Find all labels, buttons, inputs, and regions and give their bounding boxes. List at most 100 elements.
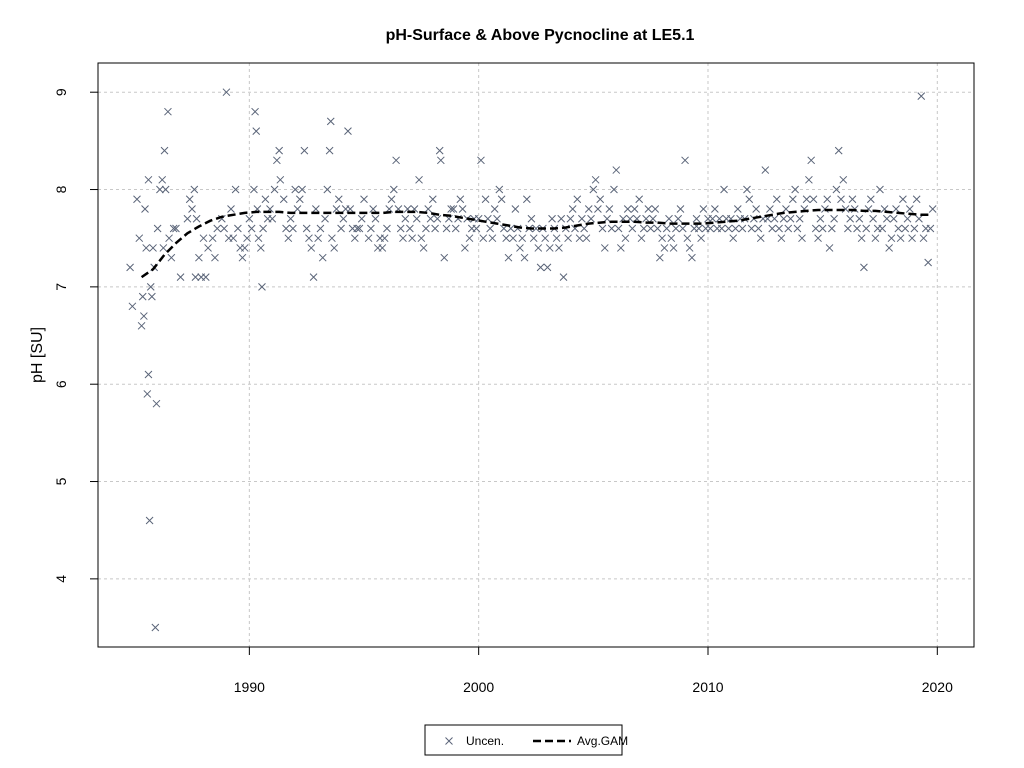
data-point [775, 224, 783, 233]
data-point [816, 214, 825, 223]
data-point [600, 244, 609, 252]
data-point [903, 214, 912, 223]
legend-marker-uncen [445, 737, 453, 745]
data-point [133, 195, 141, 204]
data-point [406, 224, 414, 233]
data-point [417, 234, 426, 243]
data-point [153, 224, 162, 233]
legend-x-marker [445, 737, 453, 745]
data-point [442, 224, 451, 233]
data-point [545, 244, 554, 252]
data-point [165, 234, 173, 243]
data-point [387, 195, 396, 204]
data-point [674, 214, 683, 223]
data-point [295, 195, 304, 204]
data-point [159, 244, 168, 252]
data-point [415, 175, 423, 184]
data-point [451, 224, 460, 233]
data-point [172, 224, 180, 233]
data-point [300, 146, 309, 155]
data-point [761, 166, 770, 174]
data-point [192, 214, 201, 223]
data-point [183, 214, 192, 223]
data-point [332, 205, 341, 213]
data-point [137, 321, 146, 330]
data-point [795, 214, 804, 223]
data-point [630, 205, 639, 213]
data-point [596, 195, 605, 204]
data-point [309, 273, 318, 281]
data-point [135, 234, 144, 243]
data-point [928, 205, 937, 213]
data-point [676, 205, 685, 213]
data-point [511, 205, 520, 213]
data-point [678, 224, 687, 233]
data-point [871, 234, 880, 243]
data-point [128, 302, 137, 311]
data-point [334, 195, 343, 204]
data-point [541, 234, 550, 243]
data-point [138, 292, 147, 301]
data-point [692, 214, 701, 223]
data-point [788, 195, 797, 204]
data-point [534, 244, 543, 252]
data-point [520, 253, 529, 262]
data-point [486, 224, 494, 233]
data-point [607, 224, 616, 233]
data-point [495, 185, 504, 194]
data-point [208, 234, 217, 243]
data-point [516, 244, 524, 252]
data-point [440, 253, 449, 262]
data-point [286, 214, 295, 223]
data-point [827, 224, 836, 233]
data-point [502, 234, 511, 243]
x-tick-label: 1990 [234, 679, 265, 695]
y-tick-label: 9 [53, 88, 69, 96]
data-point [252, 127, 261, 135]
data-point [798, 234, 806, 243]
data-point [614, 224, 623, 233]
data-point [605, 205, 614, 213]
data-point [883, 214, 891, 223]
x-tick-label: 2000 [463, 679, 494, 695]
data-point [422, 224, 430, 233]
data-point [777, 234, 786, 243]
data-point [190, 185, 199, 194]
data-point [766, 205, 774, 213]
data-point [853, 224, 861, 233]
data-point [389, 185, 398, 194]
data-point [311, 205, 320, 213]
data-point [738, 224, 747, 233]
data-point [889, 214, 898, 223]
data-point [685, 244, 694, 252]
data-point [488, 234, 497, 243]
data-point [837, 195, 845, 204]
data-point [164, 107, 172, 116]
data-point [587, 214, 595, 223]
y-tick-label: 5 [53, 477, 69, 485]
data-point [552, 234, 561, 243]
data-point [844, 224, 852, 233]
data-point [328, 234, 336, 243]
data-point [141, 205, 149, 213]
data-point [461, 244, 469, 252]
data-point [360, 195, 368, 204]
data-point [156, 185, 164, 194]
data-point [426, 214, 435, 223]
data-point [834, 146, 843, 155]
data-point [227, 205, 235, 213]
data-point [527, 214, 536, 223]
data-point [910, 224, 919, 233]
data-point [231, 185, 240, 194]
data-point [915, 214, 923, 223]
data-point [616, 244, 625, 252]
data-point [254, 234, 263, 243]
data-point [383, 224, 391, 233]
data-point [504, 253, 513, 262]
data-point [518, 234, 527, 243]
data-point [830, 214, 838, 223]
data-point [756, 234, 765, 243]
data-point [477, 156, 485, 165]
data-point [688, 253, 696, 262]
data-point [176, 273, 185, 281]
